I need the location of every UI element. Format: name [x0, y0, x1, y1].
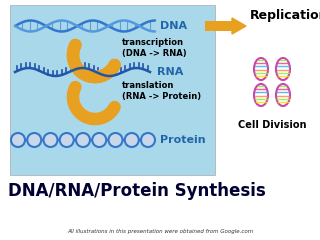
- Text: All illustrations in this presentation were obtained from Google.com: All illustrations in this presentation w…: [67, 229, 253, 234]
- Circle shape: [60, 133, 74, 147]
- Circle shape: [141, 133, 155, 147]
- Polygon shape: [232, 18, 246, 34]
- Text: Cell Division: Cell Division: [238, 120, 306, 130]
- Text: RNA: RNA: [157, 67, 183, 77]
- Circle shape: [44, 133, 58, 147]
- Text: DNA/RNA/Protein Synthesis: DNA/RNA/Protein Synthesis: [8, 182, 266, 200]
- Circle shape: [76, 133, 90, 147]
- Circle shape: [125, 133, 139, 147]
- Text: Protein: Protein: [160, 135, 206, 145]
- Text: Replication: Replication: [250, 10, 320, 23]
- FancyBboxPatch shape: [205, 21, 232, 31]
- Circle shape: [11, 133, 25, 147]
- Circle shape: [27, 133, 41, 147]
- Circle shape: [108, 133, 123, 147]
- Text: translation
(RNA -> Protein): translation (RNA -> Protein): [122, 81, 201, 101]
- Text: transcription
(DNA -> RNA): transcription (DNA -> RNA): [122, 38, 187, 58]
- FancyBboxPatch shape: [10, 5, 215, 175]
- Text: DNA: DNA: [160, 21, 187, 31]
- Circle shape: [92, 133, 106, 147]
